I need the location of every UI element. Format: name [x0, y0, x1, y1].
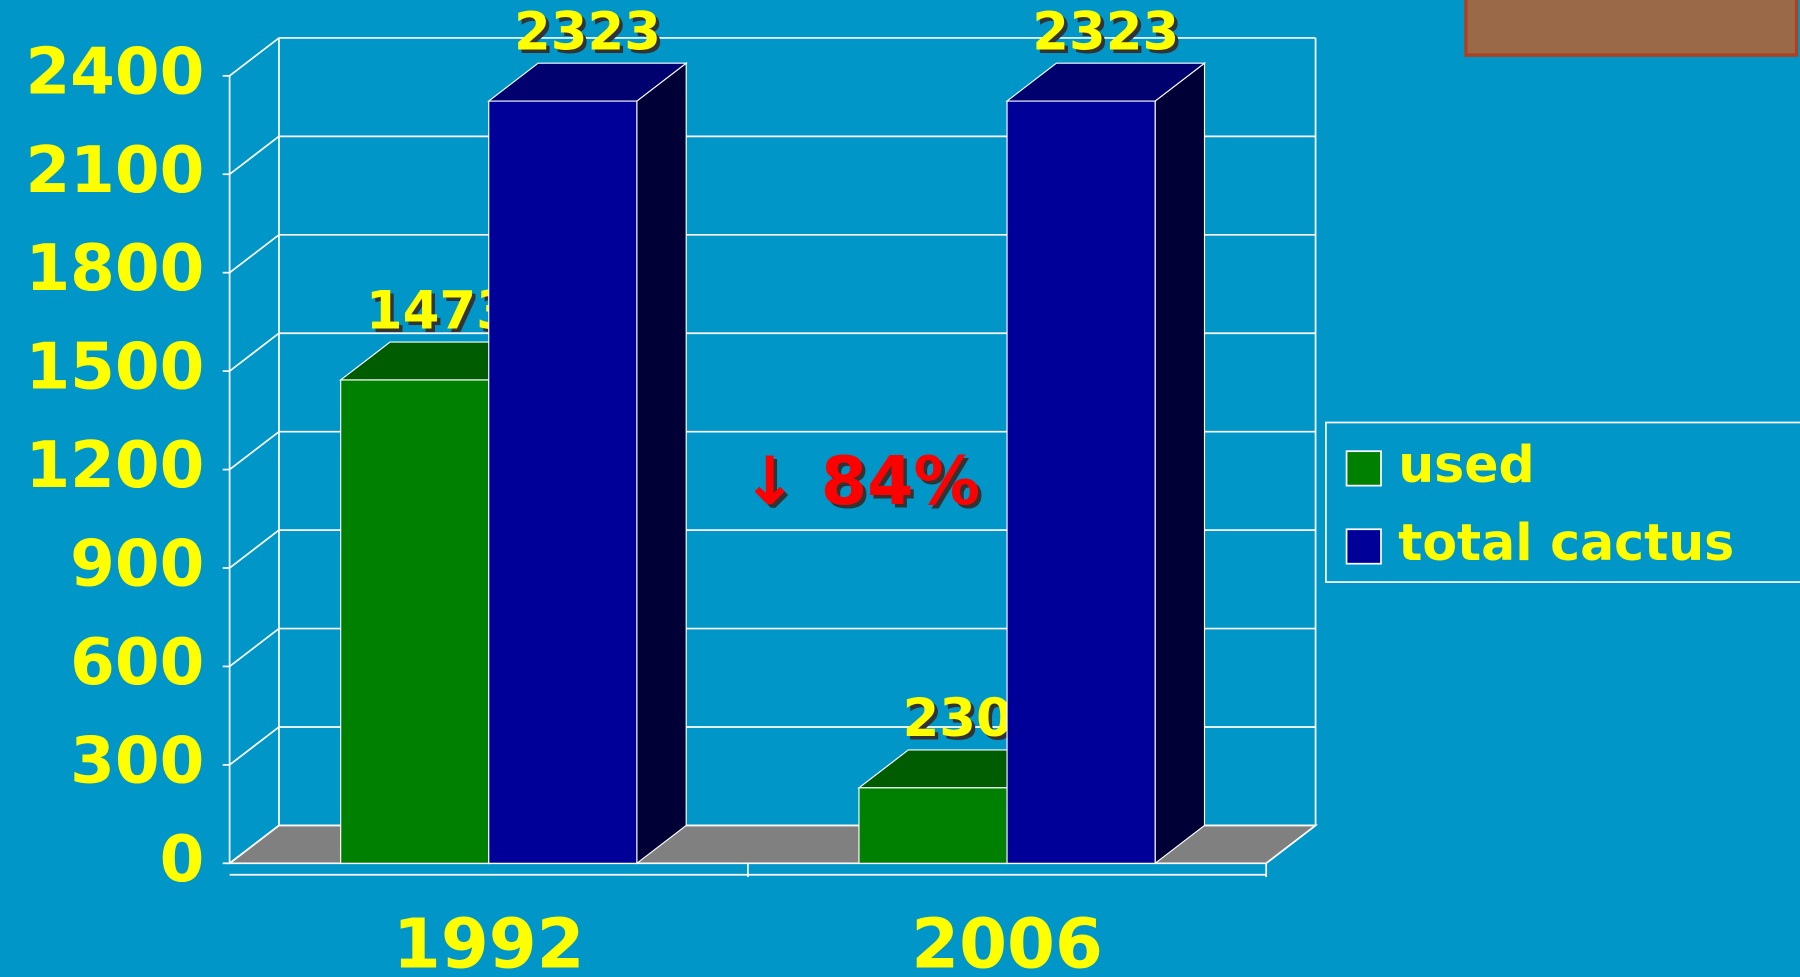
- bar-front: [341, 380, 489, 863]
- y-tick-label: 2400: [25, 34, 204, 109]
- bar-front: [1007, 101, 1155, 863]
- bar-side: [1155, 63, 1204, 863]
- bar-side: [637, 63, 686, 863]
- x-tick-label: 1992: [393, 904, 585, 977]
- chart: 0300600900120015001800210024001992147314…: [0, 0, 1800, 977]
- annotation: ↓ 84%: [742, 442, 980, 520]
- y-tick-label: 2100: [25, 133, 204, 208]
- value-label: 2323: [1032, 1, 1179, 62]
- x-tick-label: 2006: [911, 904, 1103, 977]
- value-label: 2323: [514, 1, 661, 62]
- y-tick-label: 1500: [25, 330, 204, 405]
- y-tick-label: 900: [70, 527, 204, 602]
- photo-thumbnail: [1466, 0, 1797, 55]
- y-tick-label: 1800: [25, 231, 204, 306]
- page: {"chart_data": {"type": "bar3d", "catego…: [0, 0, 1800, 977]
- legend-label: total cactus: [1398, 513, 1734, 572]
- y-tick-label: 1200: [25, 428, 204, 503]
- legend-swatch: [1347, 529, 1381, 563]
- y-tick-label: 0: [160, 822, 205, 897]
- bar: [489, 63, 686, 863]
- bar-front: [859, 788, 1007, 863]
- legend-swatch: [1347, 451, 1381, 485]
- legend-label: used: [1398, 435, 1534, 494]
- y-tick-label: 600: [70, 625, 204, 700]
- value-label: 230: [903, 688, 1013, 749]
- bar: [1007, 63, 1204, 863]
- bar-front: [489, 101, 637, 863]
- y-tick-label: 300: [70, 723, 204, 798]
